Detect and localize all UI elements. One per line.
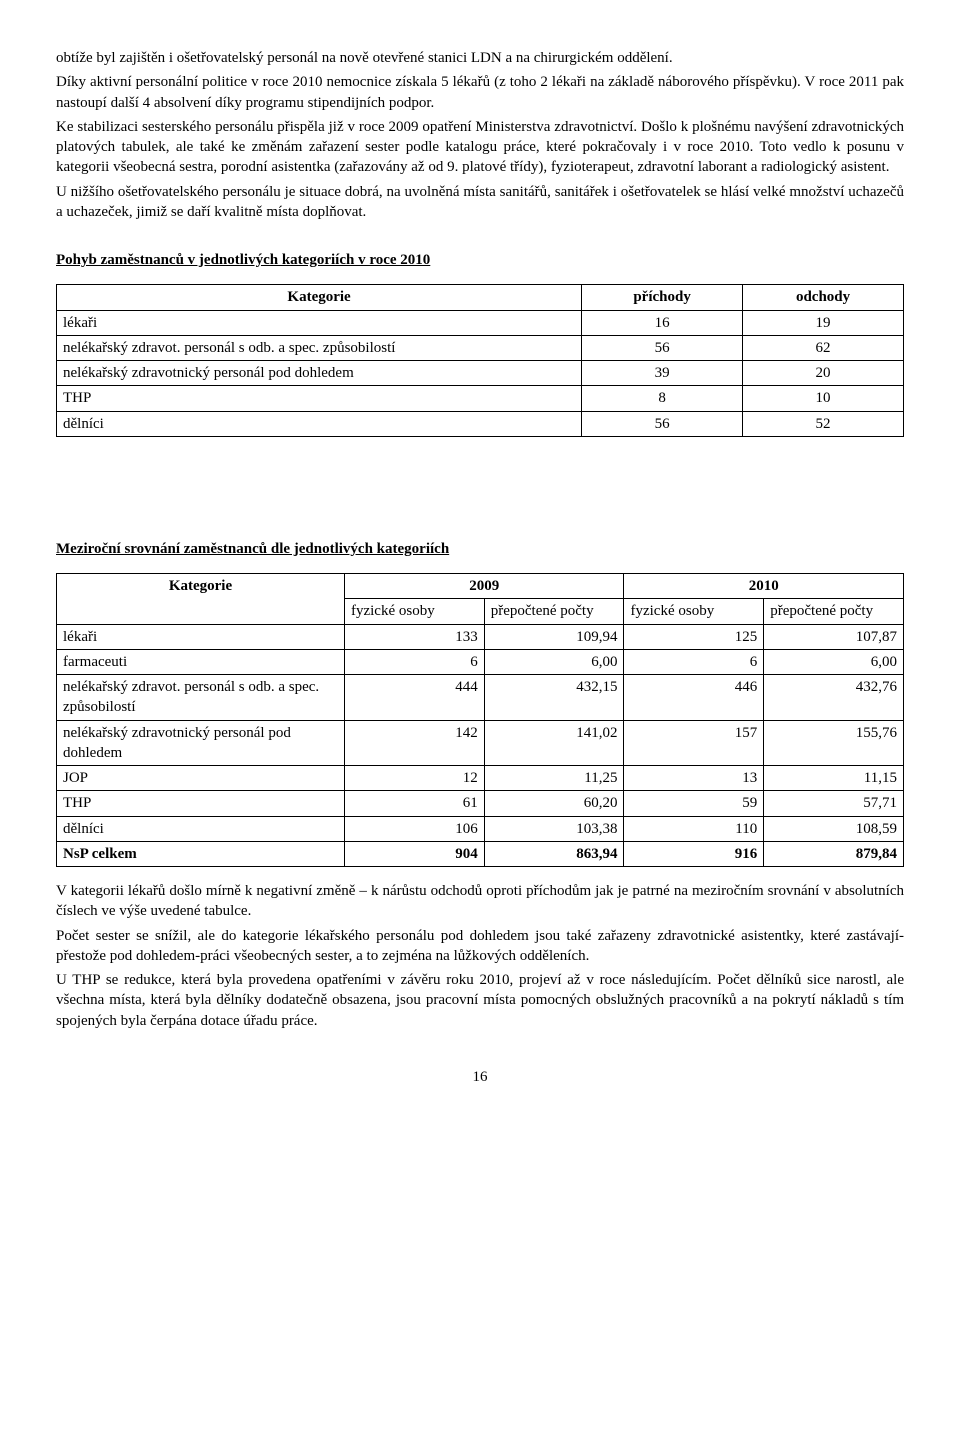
- table-row: THP6160,205957,71: [57, 791, 904, 816]
- table-cell: nelékařský zdravot. personál s odb. a sp…: [57, 675, 345, 721]
- table-cell: 133: [344, 624, 484, 649]
- outro-paragraph: Počet sester se snížil, ale do kategorie…: [56, 926, 904, 967]
- col-header: 2010: [624, 574, 904, 599]
- table-cell: 56: [582, 411, 743, 436]
- page-number: 16: [56, 1067, 904, 1087]
- col-subheader: přepočtené počty: [764, 599, 904, 624]
- table-cell: dělníci: [57, 816, 345, 841]
- table-cell: 11,25: [484, 766, 624, 791]
- table-cell: 110: [624, 816, 764, 841]
- table-cell: 142: [344, 720, 484, 766]
- outro-paragraph: V kategorii lékařů došlo mírně k negativ…: [56, 881, 904, 922]
- table-cell: 125: [624, 624, 764, 649]
- table-cell: lékaři: [57, 310, 582, 335]
- col-header: Kategorie: [57, 285, 582, 310]
- table-cell: nelékařský zdravotnický personál pod doh…: [57, 720, 345, 766]
- table-row: JOP1211,251311,15: [57, 766, 904, 791]
- table-row: lékaři1619: [57, 310, 904, 335]
- table1-heading: Pohyb zaměstnanců v jednotlivých kategor…: [56, 250, 904, 270]
- col-header: odchody: [743, 285, 904, 310]
- table-cell: 61: [344, 791, 484, 816]
- table-row: nelékařský zdravotnický personál pod doh…: [57, 361, 904, 386]
- table-cell: dělníci: [57, 411, 582, 436]
- table-cell: NsP celkem: [57, 841, 345, 866]
- col-subheader: přepočtené počty: [484, 599, 624, 624]
- table-cell: 52: [743, 411, 904, 436]
- table-row: nelékařský zdravot. personál s odb. a sp…: [57, 675, 904, 721]
- table-row: nelékařský zdravot. personál s odb. a sp…: [57, 335, 904, 360]
- col-header: 2009: [344, 574, 624, 599]
- table-cell: 141,02: [484, 720, 624, 766]
- table-cell: 108,59: [764, 816, 904, 841]
- table-cell: lékaři: [57, 624, 345, 649]
- table-row: dělníci5652: [57, 411, 904, 436]
- table-cell: 863,94: [484, 841, 624, 866]
- table-cell: 444: [344, 675, 484, 721]
- col-subheader: fyzické osoby: [344, 599, 484, 624]
- table-cell: 11,15: [764, 766, 904, 791]
- table-cell: 6: [344, 649, 484, 674]
- table-movement: Kategorie příchody odchody lékaři1619nel…: [56, 284, 904, 437]
- table-cell: nelékařský zdravot. personál s odb. a sp…: [57, 335, 582, 360]
- table-cell: 157: [624, 720, 764, 766]
- table-cell: 155,76: [764, 720, 904, 766]
- intro-paragraph: Díky aktivní personální politice v roce …: [56, 72, 904, 113]
- table-header-row: Kategorie 2009 2010: [57, 574, 904, 599]
- table-cell: 6,00: [484, 649, 624, 674]
- table-cell: 432,15: [484, 675, 624, 721]
- table-cell: 59: [624, 791, 764, 816]
- table-cell: 879,84: [764, 841, 904, 866]
- table-cell: 19: [743, 310, 904, 335]
- table-cell: THP: [57, 791, 345, 816]
- table-cell: 57,71: [764, 791, 904, 816]
- table-header-row: Kategorie příchody odchody: [57, 285, 904, 310]
- table-row: lékaři133109,94125107,87: [57, 624, 904, 649]
- intro-paragraph: Ke stabilizaci sesterského personálu při…: [56, 117, 904, 178]
- col-subheader: fyzické osoby: [624, 599, 764, 624]
- table-cell: 8: [582, 386, 743, 411]
- col-header: Kategorie: [57, 574, 345, 625]
- table-cell: 13: [624, 766, 764, 791]
- table-cell: 916: [624, 841, 764, 866]
- table-cell: farmaceuti: [57, 649, 345, 674]
- table-cell: 446: [624, 675, 764, 721]
- table-row: NsP celkem904863,94916879,84: [57, 841, 904, 866]
- table-cell: 10: [743, 386, 904, 411]
- table-cell: 39: [582, 361, 743, 386]
- intro-paragraph: obtíže byl zajištěn i ošetřovatelský per…: [56, 48, 904, 68]
- table-cell: 432,76: [764, 675, 904, 721]
- table-row: THP810: [57, 386, 904, 411]
- table-cell: 62: [743, 335, 904, 360]
- table2-heading: Meziroční srovnání zaměstnanců dle jedno…: [56, 539, 904, 559]
- table-row: farmaceuti66,0066,00: [57, 649, 904, 674]
- table-cell: 6,00: [764, 649, 904, 674]
- col-header: příchody: [582, 285, 743, 310]
- table-row: dělníci106103,38110108,59: [57, 816, 904, 841]
- table-cell: nelékařský zdravotnický personál pod doh…: [57, 361, 582, 386]
- table-cell: 103,38: [484, 816, 624, 841]
- table-cell: 107,87: [764, 624, 904, 649]
- table-cell: 56: [582, 335, 743, 360]
- outro-paragraph: U THP se redukce, která byla provedena o…: [56, 970, 904, 1031]
- intro-paragraph: U nižšího ošetřovatelského personálu je …: [56, 182, 904, 223]
- table-cell: 20: [743, 361, 904, 386]
- table-cell: THP: [57, 386, 582, 411]
- table-cell: 16: [582, 310, 743, 335]
- table-cell: 6: [624, 649, 764, 674]
- table-cell: 109,94: [484, 624, 624, 649]
- table-cell: 904: [344, 841, 484, 866]
- table-row: nelékařský zdravotnický personál pod doh…: [57, 720, 904, 766]
- table-comparison: Kategorie 2009 2010 fyzické osoby přepoč…: [56, 573, 904, 867]
- table-cell: 106: [344, 816, 484, 841]
- table-cell: JOP: [57, 766, 345, 791]
- table-cell: 60,20: [484, 791, 624, 816]
- table-cell: 12: [344, 766, 484, 791]
